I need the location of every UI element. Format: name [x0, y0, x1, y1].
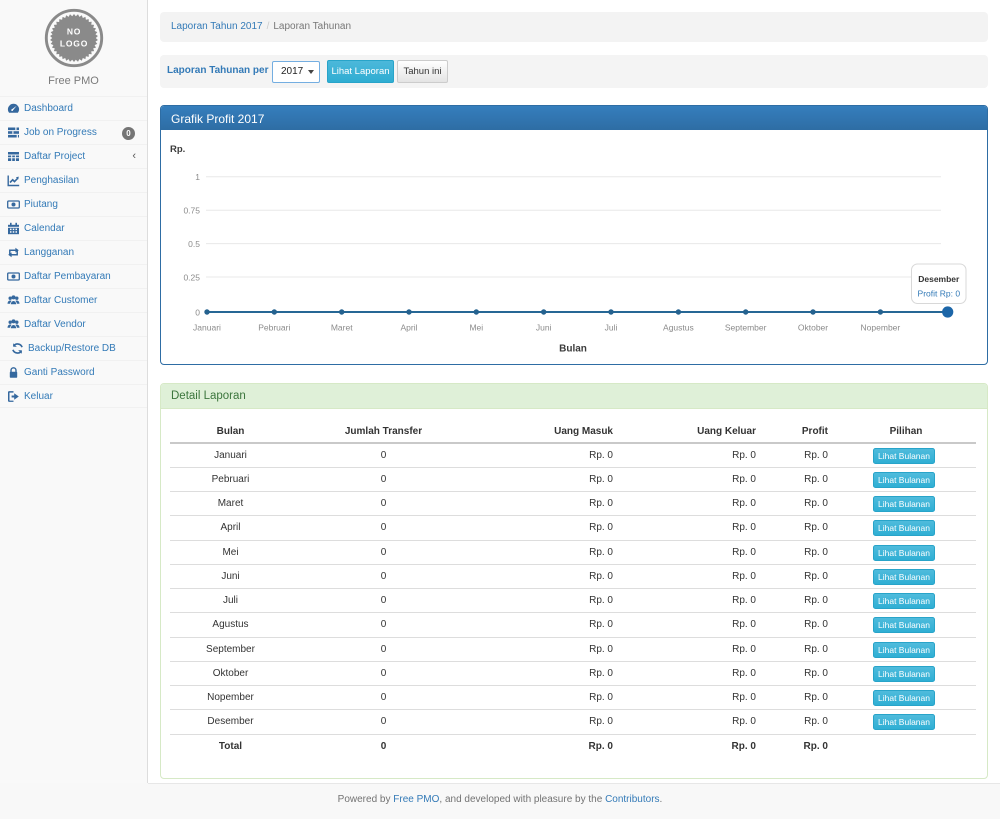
svg-text:September: September	[725, 323, 767, 333]
svg-text:0: 0	[195, 308, 200, 318]
svg-text:Juni: Juni	[536, 323, 552, 333]
svg-text:Januari: Januari	[193, 323, 221, 333]
svg-text:0.25: 0.25	[183, 273, 200, 283]
svg-text:LOGO: LOGO	[59, 39, 87, 49]
svg-text:Mei: Mei	[469, 323, 483, 333]
svg-text:Rp.: Rp.	[170, 144, 185, 155]
svg-text:Juli: Juli	[605, 323, 618, 333]
svg-text:April: April	[400, 323, 417, 333]
svg-text:Nopember: Nopember	[861, 323, 901, 333]
svg-text:NO: NO	[66, 27, 80, 37]
svg-text:Profit Rp: 0: Profit Rp: 0	[918, 289, 961, 299]
svg-text:Desember: Desember	[918, 274, 960, 284]
svg-text:1: 1	[195, 172, 200, 182]
svg-text:Agustus: Agustus	[663, 323, 694, 333]
svg-text:Maret: Maret	[331, 323, 353, 333]
svg-text:Bulan: Bulan	[559, 344, 587, 355]
svg-text:Oktober: Oktober	[798, 323, 828, 333]
svg-text:0.5: 0.5	[188, 239, 200, 249]
svg-text:0.75: 0.75	[183, 206, 200, 216]
svg-text:Pebruari: Pebruari	[258, 323, 290, 333]
